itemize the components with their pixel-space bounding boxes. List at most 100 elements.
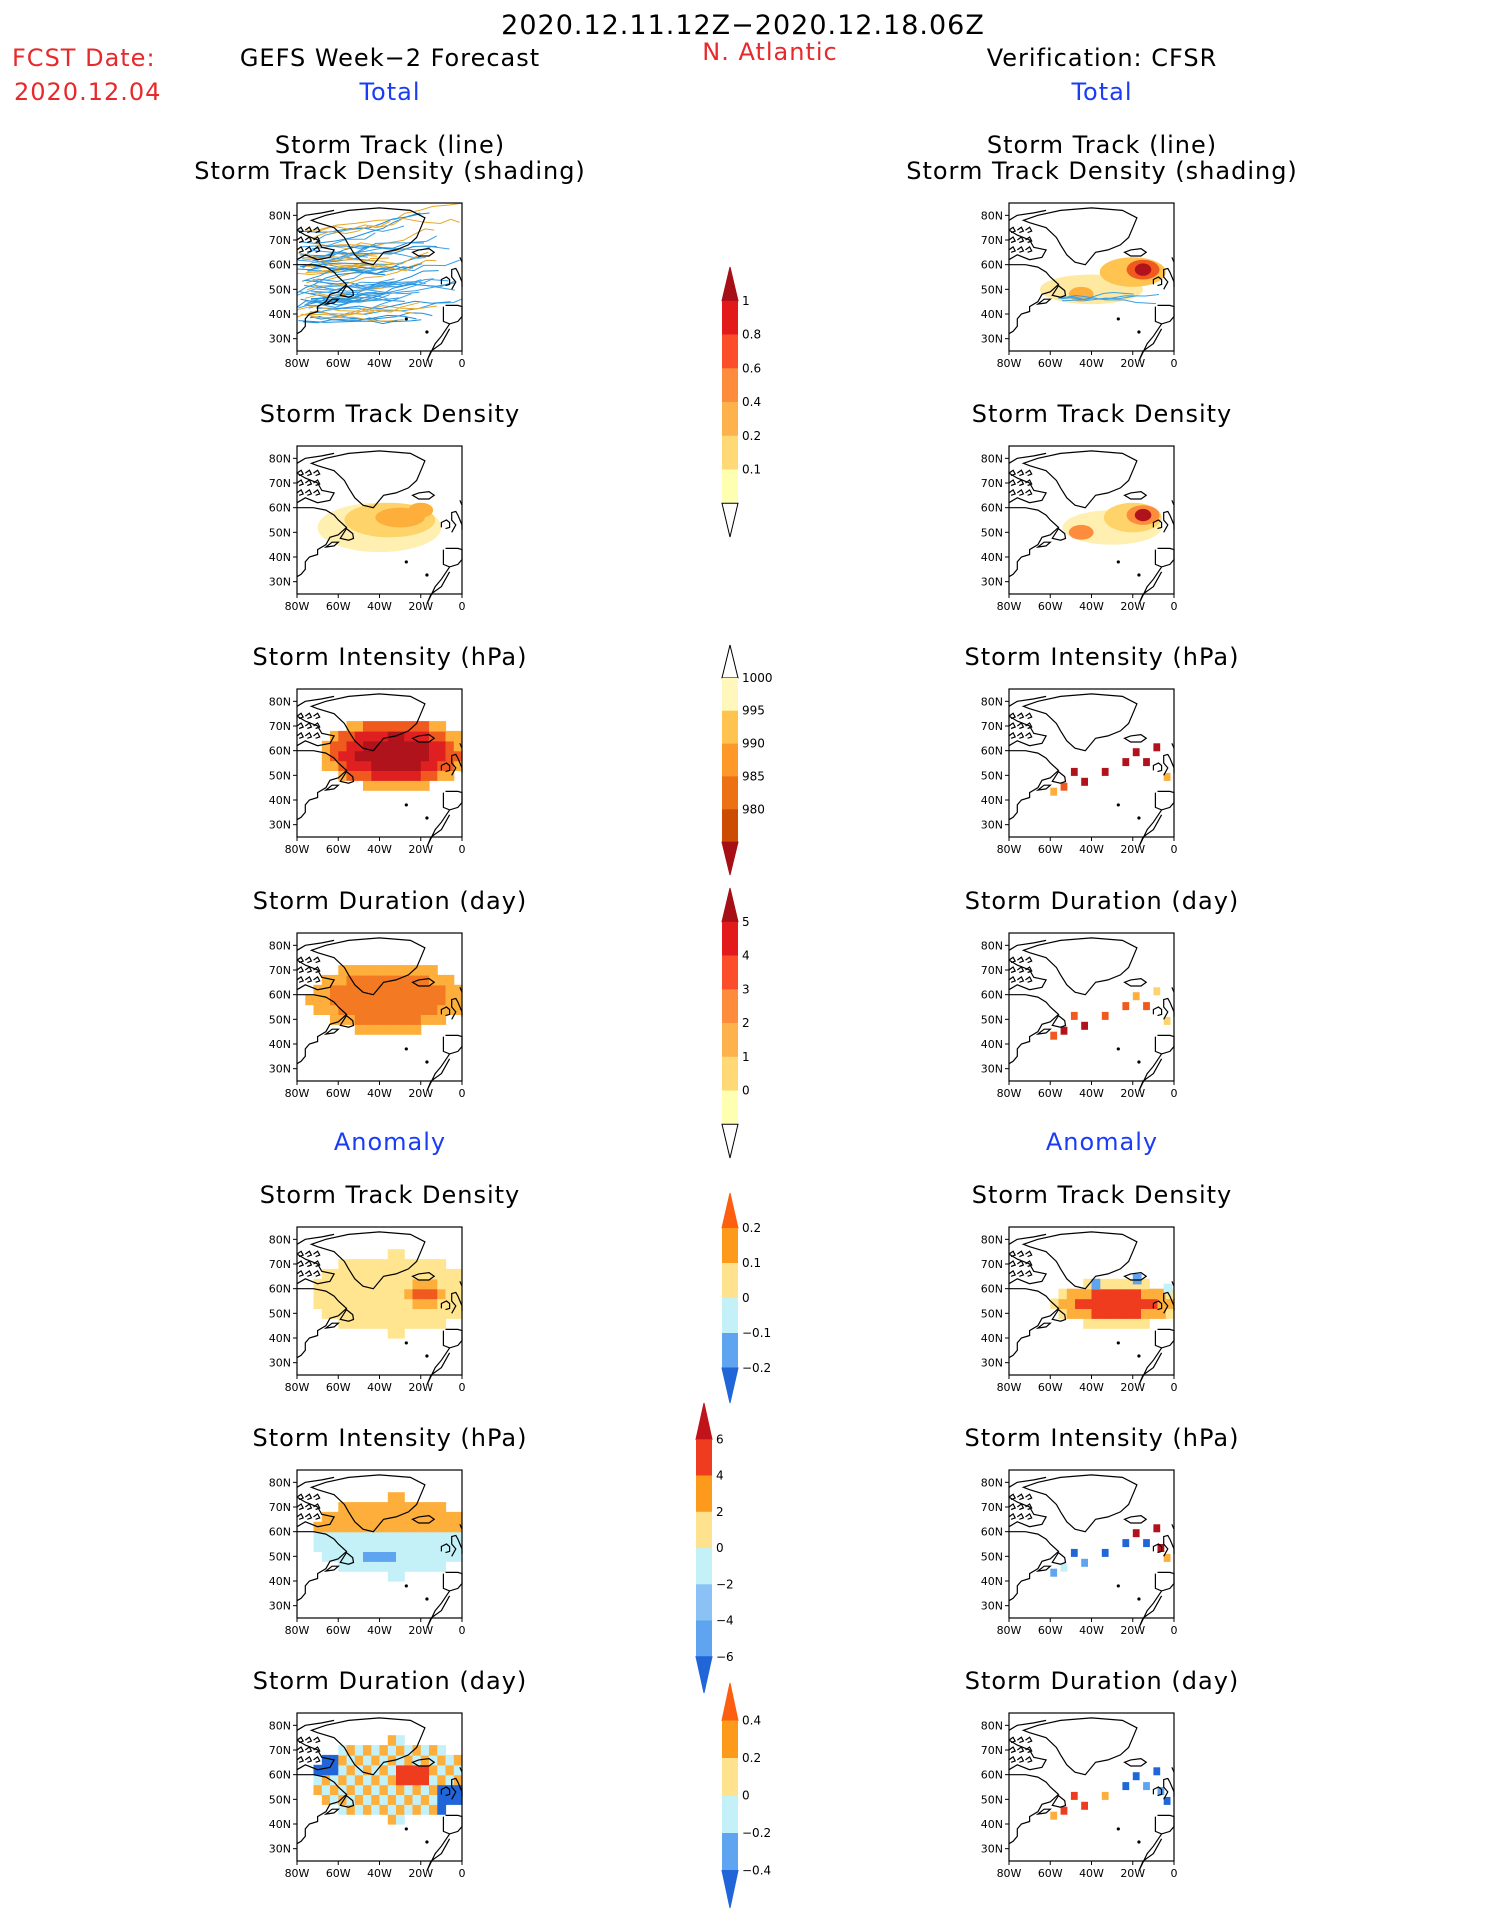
grid-cell bbox=[404, 994, 414, 1006]
grid-cell bbox=[1075, 1288, 1084, 1300]
map-left-duration: 80N 70N 60N 50N 40N 30N 80W 60W 40W 20W 0 bbox=[269, 932, 466, 1100]
grid-cell bbox=[437, 1278, 447, 1290]
lon-tick-label: 60W bbox=[1038, 1087, 1063, 1100]
grid-cell bbox=[396, 1014, 405, 1025]
lat-tick-label: 80N bbox=[981, 1233, 1003, 1246]
grid-cell bbox=[437, 1774, 447, 1786]
grid-cell bbox=[396, 1004, 405, 1015]
left-total-label: Total bbox=[359, 78, 421, 106]
lon-tick-label: 60W bbox=[326, 1087, 351, 1100]
grid-cell bbox=[346, 1004, 356, 1015]
grid-cell bbox=[354, 1014, 364, 1025]
grid-cell bbox=[1143, 1782, 1150, 1791]
grid-cell bbox=[354, 721, 364, 732]
colorbar-segment bbox=[722, 1298, 738, 1334]
grid-cell bbox=[396, 1571, 405, 1582]
grid-cell bbox=[346, 974, 356, 986]
grid-cell bbox=[1143, 758, 1150, 767]
grid-cell bbox=[1108, 1298, 1117, 1309]
grid-cell bbox=[420, 1502, 430, 1513]
grid-cell bbox=[363, 1014, 372, 1025]
grid-cell bbox=[1091, 1318, 1101, 1329]
left-title-track-shading: Storm Track Density (shading) bbox=[194, 157, 586, 185]
grid-cell bbox=[445, 1278, 455, 1290]
lon-tick-label: 20W bbox=[408, 600, 433, 613]
grid-cell bbox=[1132, 1318, 1142, 1329]
grid-cell bbox=[330, 1278, 339, 1290]
grid-cell bbox=[420, 984, 430, 996]
grid-cell bbox=[404, 974, 414, 986]
grid-cell bbox=[396, 1561, 405, 1572]
colorbar-segment bbox=[722, 368, 738, 403]
grid-cell bbox=[379, 760, 389, 771]
colorbar-segment bbox=[722, 1333, 738, 1369]
grid-cell bbox=[354, 1551, 364, 1562]
colorbar-label: 990 bbox=[742, 737, 765, 751]
lat-tick-label: 30N bbox=[981, 1600, 1003, 1613]
grid-cell bbox=[437, 721, 447, 732]
grid-cell bbox=[1157, 1288, 1167, 1300]
grid-cell bbox=[321, 1308, 331, 1319]
lat-tick-label: 30N bbox=[981, 576, 1003, 589]
lat-tick-label: 30N bbox=[981, 1063, 1003, 1076]
left-title-intensity: Storm Intensity (hPa) bbox=[252, 643, 528, 671]
grid-cell bbox=[1149, 1308, 1159, 1319]
grid-cell bbox=[437, 1764, 447, 1776]
grid-cell bbox=[1099, 1278, 1109, 1290]
grid-cells bbox=[1050, 987, 1171, 1040]
grid-cell bbox=[363, 994, 372, 1006]
grid-cell bbox=[1108, 1278, 1117, 1290]
lon-tick-label: 80W bbox=[997, 600, 1022, 613]
lat-tick-label: 50N bbox=[981, 526, 1003, 539]
grid-cell bbox=[429, 770, 438, 781]
grid-cell bbox=[1081, 1021, 1088, 1030]
storm-track-line bbox=[316, 217, 460, 233]
grid-cell bbox=[363, 1794, 372, 1805]
grid-cell bbox=[371, 1024, 381, 1035]
grid-cell bbox=[396, 1794, 405, 1805]
grid-cell bbox=[1141, 1298, 1150, 1309]
grid-cell bbox=[1132, 1273, 1142, 1285]
grid-cell bbox=[445, 974, 455, 986]
lon-tick-label: 20W bbox=[1120, 1624, 1145, 1637]
grid-cell bbox=[1091, 1288, 1101, 1300]
grid-cell bbox=[420, 1014, 430, 1025]
storm-track-line bbox=[307, 267, 384, 274]
lon-tick-label: 40W bbox=[367, 1867, 392, 1880]
lon-tick-label: 0 bbox=[459, 1624, 466, 1637]
lat-tick-label: 70N bbox=[269, 720, 291, 733]
storm-tracks bbox=[296, 202, 463, 325]
grid-cell bbox=[379, 1774, 389, 1786]
colorbar-label: 4 bbox=[742, 949, 750, 963]
lon-tick-label: 80W bbox=[997, 1867, 1022, 1880]
grid-cell bbox=[420, 770, 430, 781]
grid-cell bbox=[321, 1298, 331, 1309]
grid-cell bbox=[338, 1288, 348, 1300]
grid-cell bbox=[387, 1308, 397, 1319]
grid-cell bbox=[379, 1511, 389, 1523]
grid-cell bbox=[1099, 1298, 1109, 1309]
grid-cell bbox=[1122, 1539, 1130, 1548]
lon-tick-label: 40W bbox=[367, 843, 392, 856]
region-label: N. Atlantic bbox=[702, 38, 838, 66]
coastline bbox=[1008, 450, 1175, 605]
grid-cell bbox=[420, 1774, 430, 1786]
lat-tick-label: 70N bbox=[981, 477, 1003, 490]
coastline bbox=[1008, 1717, 1175, 1872]
colorbar-segment bbox=[722, 469, 738, 504]
grid-cell bbox=[313, 1784, 323, 1795]
colorbar-segment bbox=[722, 1720, 738, 1759]
grid-cell bbox=[354, 1511, 364, 1523]
colorbar-track-density-total: 1 0.8 0.6 0.4 0.2 0.1 bbox=[721, 266, 761, 538]
grid-cell bbox=[363, 1511, 372, 1523]
grid-cell bbox=[396, 994, 405, 1006]
grid-cell bbox=[420, 1004, 430, 1015]
coastline bbox=[296, 1474, 463, 1629]
lon-tick-label: 20W bbox=[408, 357, 433, 370]
grid-cell bbox=[1143, 1002, 1150, 1011]
grid-cell bbox=[354, 965, 364, 976]
grid-cell bbox=[379, 1794, 389, 1805]
lon-tick-label: 40W bbox=[367, 1087, 392, 1100]
lat-tick-label: 60N bbox=[269, 745, 291, 758]
grid-cell bbox=[354, 1502, 364, 1513]
